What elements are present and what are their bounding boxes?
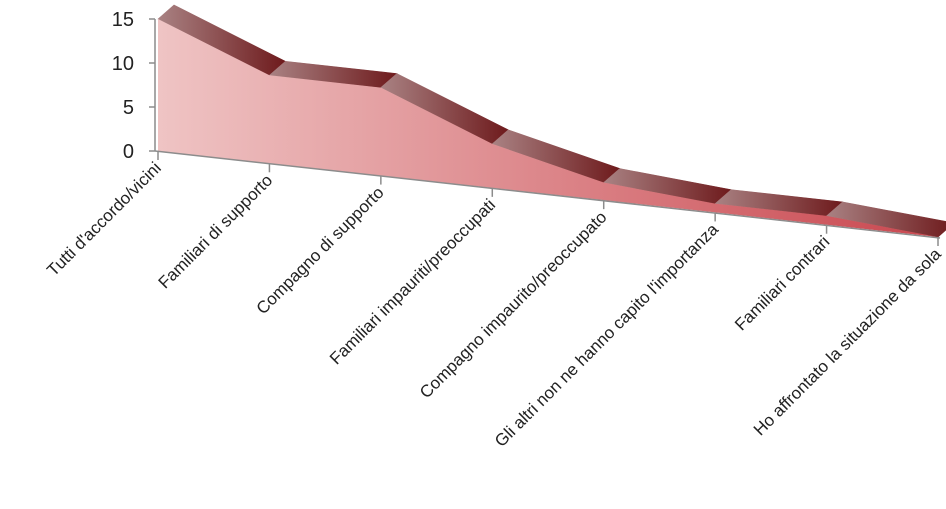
- y-tick-label: 0: [123, 141, 134, 163]
- x-axis-line: [154, 150, 941, 239]
- y-tick-label: 10: [112, 53, 134, 75]
- y-tick-label: 5: [123, 97, 134, 119]
- area-series: [157, 4, 946, 238]
- x-axis: [154, 150, 941, 246]
- category-label: Familiari contrari: [731, 232, 833, 334]
- area-top-segment: [825, 201, 946, 238]
- y-axis: 0 5 10 15: [112, 9, 156, 163]
- y-tick-label: 15: [112, 9, 134, 31]
- category-label: Gli altri non ne hanno capito l'importan…: [491, 219, 722, 450]
- category-label: Familiari di supporto: [155, 171, 277, 293]
- category-label: Compagno di supporto: [253, 183, 388, 318]
- category-label: Tutti d'accordo/vicini: [43, 158, 165, 280]
- area-front-face: [158, 19, 938, 237]
